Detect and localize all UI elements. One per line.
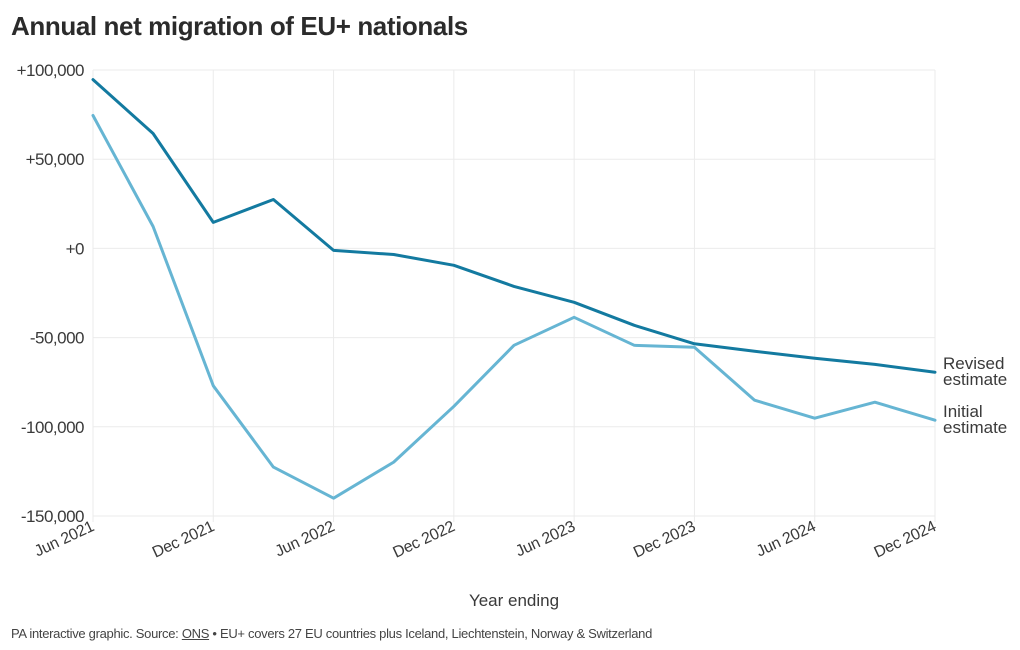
x-tick-label: Jun 2024 [754, 518, 819, 560]
gridlines [92, 69, 936, 522]
legend-label-initial: estimate [943, 418, 1007, 437]
y-tick-label: +100,000 [17, 61, 84, 80]
legend-label-revised: estimate [943, 370, 1007, 389]
x-tick-label: Dec 2021 [150, 518, 217, 562]
y-tick-label: -100,000 [21, 418, 84, 437]
x-tick-label: Jun 2023 [513, 518, 578, 560]
y-axis: +100,000 +50,000 +0 -50,000 -100,000 -150,000 [17, 61, 85, 526]
y-tick-label: -50,000 [30, 329, 84, 348]
x-tick-label: Jun 2022 [273, 518, 338, 560]
x-axis-label: Year ending [469, 591, 559, 610]
series-line-initial [91, 114, 937, 500]
footer-prefix: PA interactive graphic. Source: [11, 626, 182, 641]
footer-note: PA interactive graphic. Source: ONS • EU… [11, 626, 652, 641]
legend-label-revised: Revised [943, 354, 1004, 373]
series-line-revised [91, 78, 937, 374]
x-axis: Jun 2021 Dec 2021 Jun 2022 Dec 2022 Jun 2023… [32, 518, 939, 562]
footer-suffix: • EU+ covers 27 EU countries plus Icelan… [209, 626, 653, 641]
x-tick-label: Dec 2022 [390, 518, 457, 562]
y-tick-label: +50,000 [26, 150, 84, 169]
x-tick-label: Dec 2024 [872, 518, 939, 562]
y-tick-label: -150,000 [21, 507, 84, 526]
y-tick-label: +0 [66, 239, 84, 258]
source-link[interactable]: ONS [181, 626, 210, 641]
series-lines [91, 78, 937, 500]
legend-label-initial: Initial [943, 402, 983, 421]
x-tick-label: Dec 2023 [631, 518, 698, 562]
chart-title: Annual net migration of EU+ nationals [11, 11, 468, 41]
